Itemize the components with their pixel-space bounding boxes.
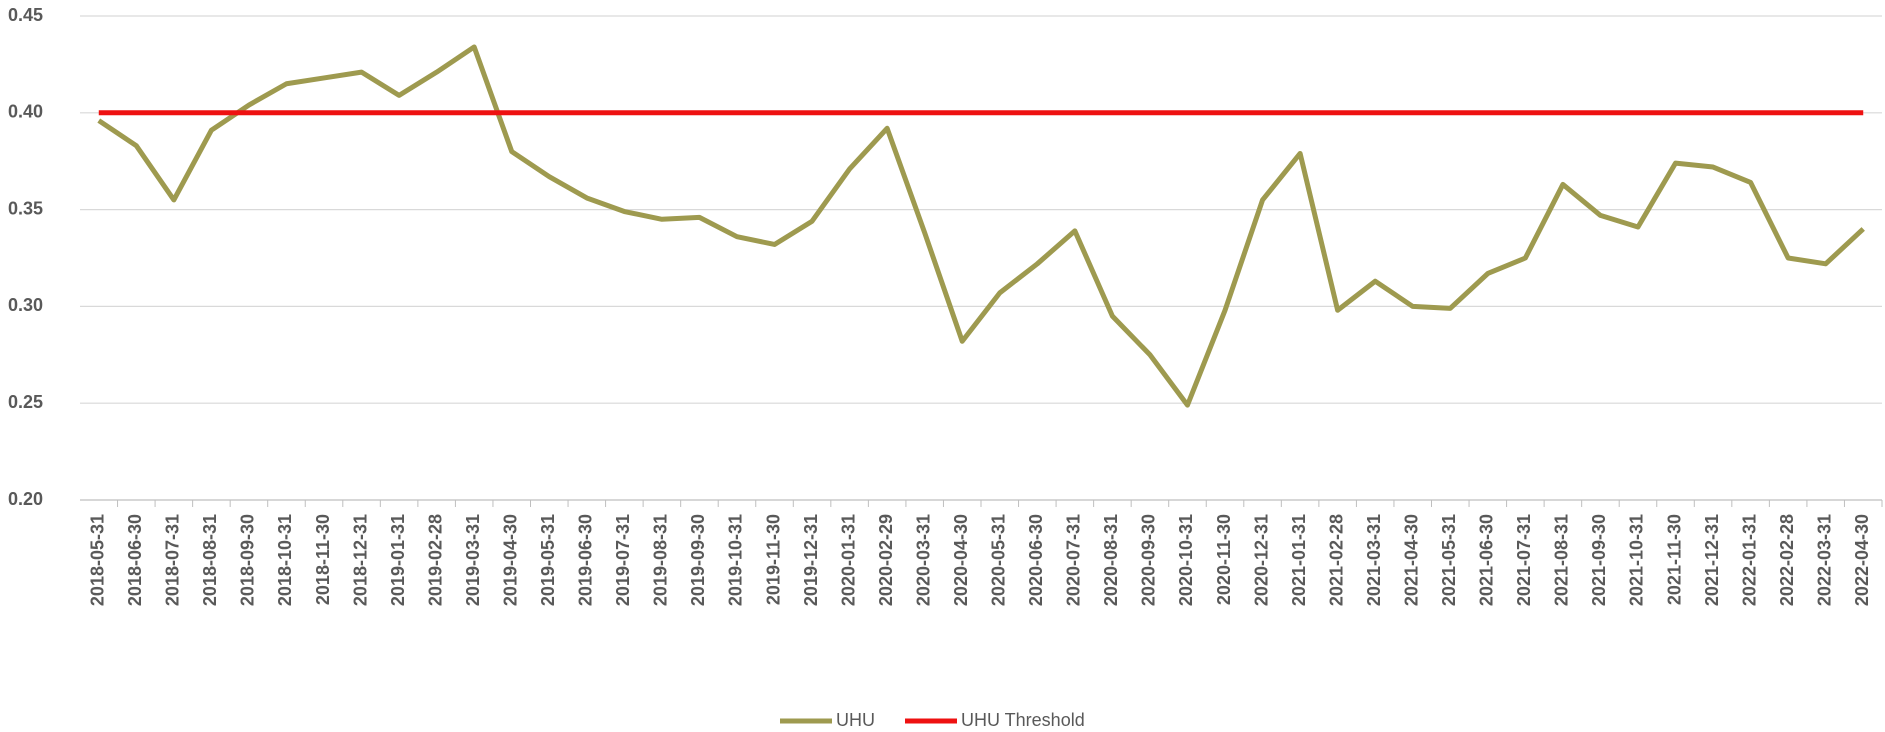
x-tick-label: 2021-06-30 (1477, 514, 1497, 606)
x-tick-label: 2022-04-30 (1852, 514, 1872, 606)
x-tick-label: 2020-07-31 (1064, 514, 1084, 606)
x-tick-label: 2019-01-31 (388, 514, 408, 606)
x-tick-label: 2021-04-30 (1401, 514, 1421, 606)
x-tick-label: 2018-09-30 (238, 514, 258, 606)
x-tick-label: 2020-02-29 (876, 514, 896, 606)
y-tick-label: 0.20 (8, 489, 43, 509)
y-tick-label: 0.25 (8, 392, 43, 412)
y-tick-label: 0.35 (8, 198, 43, 218)
x-tick-label: 2020-01-31 (838, 514, 858, 606)
x-tick-label: 2021-07-31 (1514, 514, 1534, 606)
x-tick-label: 2018-05-31 (88, 514, 108, 606)
x-tick-label: 2020-04-30 (951, 514, 971, 606)
x-tick-label: 2019-08-31 (651, 514, 671, 606)
x-tick-label: 2019-04-30 (500, 514, 520, 606)
y-tick-label: 0.30 (8, 295, 43, 315)
x-tick-label: 2018-10-31 (275, 514, 295, 606)
legend-label: UHU Threshold (961, 710, 1085, 730)
x-tick-label: 2021-05-31 (1439, 514, 1459, 606)
y-tick-label: 0.40 (8, 102, 43, 122)
x-tick-label: 2018-06-30 (125, 514, 145, 606)
x-tick-label: 2022-01-31 (1739, 514, 1759, 606)
x-tick-label: 2020-06-30 (1026, 514, 1046, 606)
x-tick-label: 2020-10-31 (1176, 514, 1196, 606)
series-line (97, 44, 1865, 408)
x-tick-label: 2021-03-31 (1364, 514, 1384, 606)
x-tick-label: 2018-08-31 (200, 514, 220, 606)
x-tick-label: 2018-12-31 (350, 514, 370, 606)
x-tick-label: 2019-09-30 (688, 514, 708, 606)
x-tick-label: 2022-03-31 (1814, 514, 1834, 606)
x-tick-label: 2021-11-30 (1664, 514, 1684, 605)
legend-label: UHU (836, 710, 875, 730)
x-tick-label: 2020-09-30 (1139, 514, 1159, 606)
x-tick-label: 2020-05-31 (989, 514, 1009, 606)
x-tick-label: 2020-11-30 (1214, 514, 1234, 605)
x-tick-label: 2019-07-31 (613, 514, 633, 606)
y-tick-label: 0.45 (8, 5, 43, 25)
x-tick-label: 2021-01-31 (1289, 514, 1309, 606)
x-tick-label: 2021-12-31 (1702, 514, 1722, 606)
x-tick-label: 2018-11-30 (313, 514, 333, 605)
x-tick-label: 2020-08-31 (1101, 514, 1121, 606)
x-tick-label: 2019-12-31 (801, 514, 821, 606)
x-tick-label: 2020-12-31 (1251, 514, 1271, 606)
x-tick-label: 2021-02-28 (1326, 514, 1346, 606)
x-tick-label: 2019-02-28 (425, 514, 445, 606)
x-tick-label: 2018-07-31 (163, 514, 183, 606)
x-tick-label: 2019-05-31 (538, 514, 558, 606)
x-tick-label: 2019-03-31 (463, 514, 483, 606)
x-tick-label: 2019-10-31 (726, 514, 746, 606)
x-tick-label: 2021-08-31 (1552, 514, 1572, 606)
x-tick-label: 2019-06-30 (576, 514, 596, 606)
x-tick-label: 2019-11-30 (763, 514, 783, 605)
x-tick-label: 2022-02-28 (1777, 514, 1797, 606)
x-tick-label: 2021-10-31 (1627, 514, 1647, 606)
x-tick-label: 2020-03-31 (913, 514, 933, 606)
x-tick-label: 2021-09-30 (1589, 514, 1609, 606)
